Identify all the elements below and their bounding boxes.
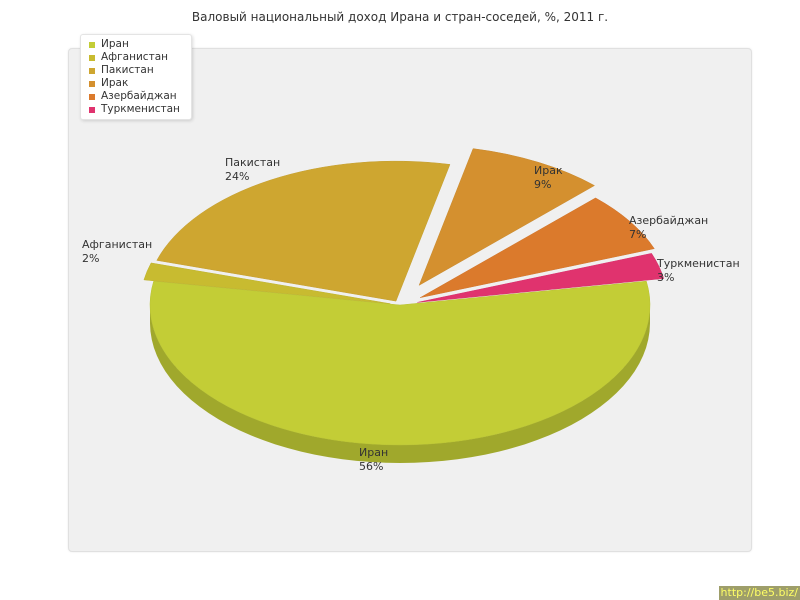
chart-legend[interactable]: Иран Афганистан Пакистан Ирак Азербайджан Тур… (80, 34, 192, 120)
legend-label: Иран (101, 38, 129, 50)
pie-label-ирак: Ирак (534, 164, 563, 177)
pie-value-label-азербайджан: 7% (629, 228, 646, 241)
pie-label-азербайджан: Азербайджан (629, 214, 708, 227)
legend-swatch (89, 80, 95, 87)
legend-item-туркменистан[interactable]: Туркменистан (89, 103, 185, 116)
pie-slice-туркменистан[interactable] (417, 253, 665, 303)
watermark-url[interactable]: http://be5.biz/ (718, 586, 800, 600)
legend-label: Афганистан (101, 51, 168, 63)
chart-title: Валовый национальный доход Ирана и стран… (191, 10, 609, 24)
pie-label-туркменистан: Туркменистан (656, 257, 740, 270)
legend-label: Туркменистан (101, 103, 180, 115)
legend-label: Пакистан (101, 64, 154, 76)
pie-value-label-пакистан: 24% (225, 170, 249, 183)
legend-label: Ирак (101, 77, 129, 89)
legend-swatch (89, 41, 95, 48)
legend-swatch (89, 67, 95, 74)
legend-swatch (89, 54, 95, 61)
pie-slice-иран[interactable] (149, 280, 651, 446)
legend-item-пакистан[interactable]: Пакистан (89, 64, 185, 77)
legend-swatch (89, 93, 95, 100)
legend-swatch (89, 106, 95, 113)
pie-label-иран: Иран (359, 446, 388, 459)
pie-slice-пакистан[interactable] (156, 160, 451, 302)
legend-item-ирак[interactable]: Ирак (89, 77, 185, 90)
legend-label: Азербайджан (101, 90, 177, 102)
legend-item-иран[interactable]: Иран (89, 38, 185, 51)
pie-value-label-туркменистан: 3% (657, 271, 674, 284)
pie-slice-азербайджан[interactable] (420, 197, 655, 298)
pie-label-афганистан: Афганистан (82, 238, 152, 251)
pie-slice-афганистан[interactable] (143, 262, 391, 304)
pie-slice-ирак[interactable] (418, 148, 596, 286)
pie-value-label-афганистан: 2% (82, 252, 99, 265)
pie-value-label-ирак: 9% (534, 178, 551, 191)
pie-tops (143, 148, 665, 446)
legend-item-афганистан[interactable]: Афганистан (89, 51, 185, 64)
pie-label-пакистан: Пакистан (225, 156, 280, 169)
pie-value-label-иран: 56% (359, 460, 383, 473)
legend-item-азербайджан[interactable]: Азербайджан (89, 90, 185, 103)
